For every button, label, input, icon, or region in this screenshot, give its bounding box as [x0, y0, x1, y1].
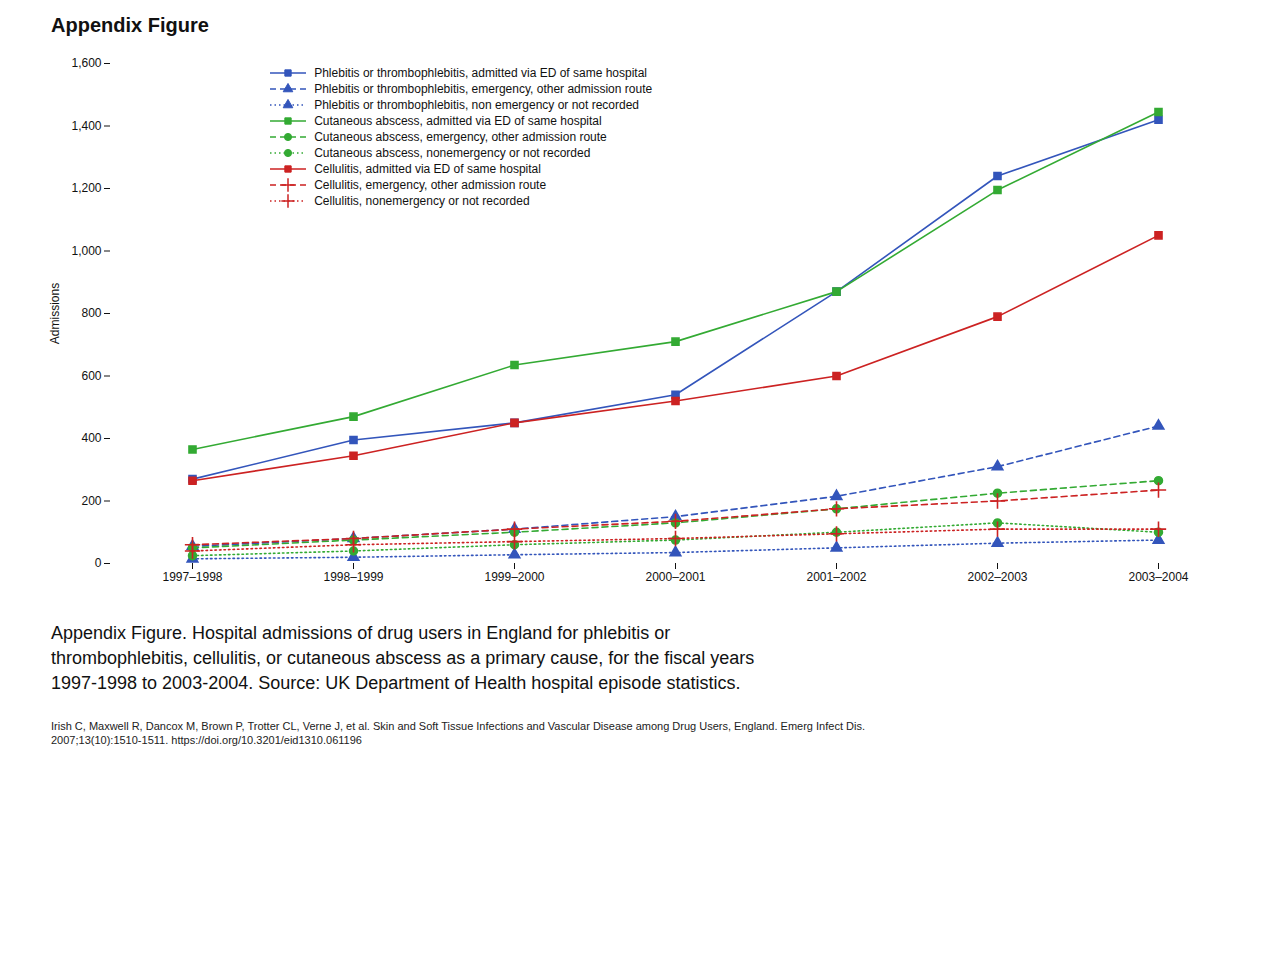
svg-text:200: 200: [81, 494, 101, 508]
html-text:Cellulitis, nonemergency or no: Cellulitis, nonemergency or not recorded: [314, 194, 530, 208]
html-text:Cutaneous abscess, admitted vi: Cutaneous abscess, admitted via ED of sa…: [314, 114, 602, 128]
svg-text:2000–2001: 2000–2001: [645, 570, 705, 584]
html-text:Irish C, Maxwell R, Dancox M,: Irish C, Maxwell R, Dancox M, Brown P, T…: [51, 719, 865, 746]
html-text:Cutaneous abscess, emergency,: Cutaneous abscess, emergency, other admi…: [314, 130, 607, 144]
svg-text:2003–2004: 2003–2004: [1128, 570, 1188, 584]
svg-text:2001–2002: 2001–2002: [806, 570, 866, 584]
html-text:Phlebitis or thrombophlebitis,: Phlebitis or thrombophlebitis, admitted …: [314, 66, 647, 80]
html-text:Cellulitis, admitted via ED of: Cellulitis, admitted via ED of same hosp…: [314, 162, 541, 176]
svg-text:800: 800: [81, 306, 101, 320]
svg-text:1,000: 1,000: [71, 244, 101, 258]
html-text:Phlebitis or thrombophlebitis,: Phlebitis or thrombophlebitis, non emerg…: [314, 98, 639, 112]
svg-text:1998–1999: 1998–1999: [323, 570, 383, 584]
svg-text:1999–2000: 1999–2000: [484, 570, 544, 584]
html-text:Appendix Figure: Appendix Figure: [51, 14, 209, 36]
svg-text:400: 400: [81, 431, 101, 445]
svg-text:2002–2003: 2002–2003: [967, 570, 1027, 584]
svg-text:1,200: 1,200: [71, 181, 101, 195]
html-text:Appendix Figure. Hospital admi: Appendix Figure. Hospital admissions of …: [51, 623, 755, 694]
svg-text:0: 0: [95, 556, 102, 570]
svg-text:1,400: 1,400: [71, 119, 101, 133]
svg-text:Admissions: Admissions: [48, 283, 62, 344]
html-text:Cutaneous abscess, nonemergenc: Cutaneous abscess, nonemergency or not r…: [314, 146, 591, 160]
svg-text:1997–1998: 1997–1998: [162, 570, 222, 584]
html-text:Phlebitis or thrombophlebitis,: Phlebitis or thrombophlebitis, emergency…: [314, 82, 653, 96]
html-text:Cellulitis, emergency, other a: Cellulitis, emergency, other admission r…: [314, 178, 547, 192]
svg-text:600: 600: [81, 369, 101, 383]
svg-text:1,600: 1,600: [71, 56, 101, 70]
